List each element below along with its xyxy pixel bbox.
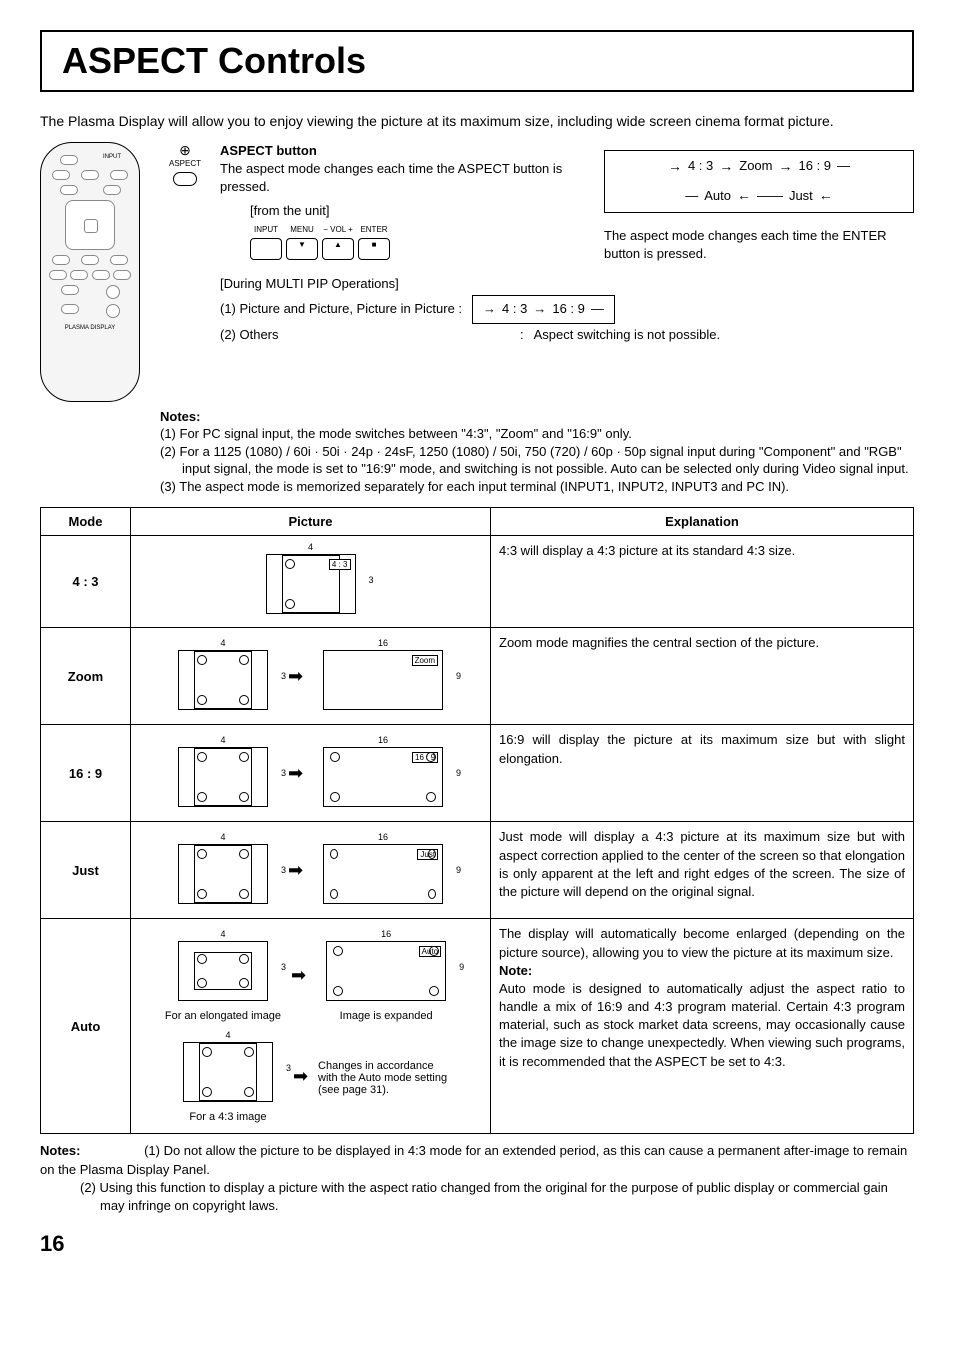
footer-notes: Notes: (1) Do not allow the picture to b…	[40, 1142, 914, 1215]
exp-just: Just mode will display a 4:3 picture at …	[491, 822, 914, 919]
th-picture: Picture	[131, 508, 491, 536]
page-number: 16	[40, 1231, 914, 1257]
cycle-column: →4 : 3 →Zoom →16 : 9 — — Auto← —— Just←	[604, 142, 914, 264]
mode-zoom: Zoom	[41, 628, 131, 725]
enter-note: The aspect mode changes each time the EN…	[604, 227, 914, 263]
multi-pip-l2r: Aspect switching is not possible.	[534, 326, 720, 344]
aspect-button-heading: ASPECT button	[220, 142, 584, 160]
from-unit-label: [from the unit]	[250, 202, 584, 220]
unit-buttons: INPUT MENU▼ − VOL +▲ ENTER■	[250, 224, 584, 259]
exp-43: 4:3 will display a 4:3 picture at its st…	[491, 536, 914, 628]
mode-169: 16 : 9	[41, 725, 131, 822]
notes-block: Notes: (1) For PC signal input, the mode…	[160, 408, 914, 496]
unit-btn-vol: ▲	[322, 238, 354, 260]
top-section: INPUT PLASMA DISPLAY ⊕ ASPECT ASPECT but…	[40, 142, 914, 402]
aspect-symbol: ⊕	[160, 142, 210, 159]
footer-notes-label: Notes:	[40, 1143, 80, 1158]
multi-pip-l1: (1) Picture and Picture, Picture in Pict…	[220, 300, 462, 318]
table-row: Just 4 3 ➡	[41, 822, 914, 919]
aspect-icon-col: ⊕ ASPECT	[160, 142, 210, 402]
arrow-icon: ➡	[291, 965, 306, 986]
multi-pip-block: [During MULTI PIP Operations] (1) Pictur…	[220, 275, 914, 344]
table-row: 16 : 9 4 3 ➡	[41, 725, 914, 822]
unit-btn-menu: ▼	[286, 238, 318, 260]
pic-43: 4 4 : 3 3	[131, 536, 491, 628]
page-title: ASPECT Controls	[62, 40, 892, 82]
pic-auto: 4 3 For an elongated image	[131, 919, 491, 1134]
aspect-label: ASPECT	[160, 159, 210, 168]
auto-note: Auto mode is designed to automatically a…	[499, 981, 905, 1069]
aspect-table: Mode Picture Explanation 4 : 3 4 4 : 3 3	[40, 507, 914, 1134]
exp-zoom: Zoom mode magnifies the central section …	[491, 628, 914, 725]
unit-btn-enter: ■	[358, 238, 390, 260]
remote-column: INPUT PLASMA DISPLAY	[40, 142, 150, 402]
footer-note-1: (1) Do not allow the picture to be displ…	[40, 1143, 907, 1176]
auto-cap3: Changes in accordance with the Auto mode…	[318, 1060, 448, 1096]
arrow-icon: ➡	[293, 1066, 308, 1087]
auto-cap4: For a 4:3 image	[173, 1111, 283, 1123]
small-cycle-box: →4 : 3 →16 : 9 —	[472, 295, 615, 323]
notes-label: Notes:	[160, 409, 200, 424]
remote-label: PLASMA DISPLAY	[47, 325, 133, 331]
pic-169: 4 3 ➡ 16 16 : 9	[131, 725, 491, 822]
th-mode: Mode	[41, 508, 131, 536]
exp-169: 16:9 will display the picture at its max…	[491, 725, 914, 822]
unit-btn-input	[250, 238, 282, 260]
th-explanation: Explanation	[491, 508, 914, 536]
arrow-icon: ➡	[288, 763, 303, 784]
note-3: (3) The aspect mode is memorized separat…	[160, 478, 914, 496]
auto-cap2: Image is expanded	[316, 1010, 456, 1022]
auto-cap1: For an elongated image	[165, 1010, 281, 1022]
mode-auto: Auto	[41, 919, 131, 1134]
table-row: Auto 4 3	[41, 919, 914, 1134]
aspect-button-desc: The aspect mode changes each time the AS…	[220, 160, 584, 196]
table-row: 4 : 3 4 4 : 3 3 4:3 will display a 4:3 p…	[41, 536, 914, 628]
description-column: ASPECT button The aspect mode changes ea…	[220, 142, 914, 402]
mode-43: 4 : 3	[41, 536, 131, 628]
arrow-icon: ➡	[288, 666, 303, 687]
remote-illustration: INPUT PLASMA DISPLAY	[40, 142, 140, 402]
exp-auto: The display will automatically become en…	[491, 919, 914, 1134]
table-row: Zoom 4 3 ➡	[41, 628, 914, 725]
note-1: (1) For PC signal input, the mode switch…	[160, 425, 914, 443]
aspect-cycle-diagram: →4 : 3 →Zoom →16 : 9 — — Auto← —— Just←	[604, 150, 914, 213]
pic-zoom: 4 3 ➡ 16 Zoom	[131, 628, 491, 725]
intro-text: The Plasma Display will allow you to enj…	[40, 112, 914, 132]
note-2: (2) For a 1125 (1080) / 60i · 50i · 24p …	[160, 443, 914, 478]
aspect-button-icon	[173, 172, 197, 186]
arrow-icon: ➡	[288, 860, 303, 881]
multi-pip-l2: (2) Others	[220, 326, 510, 344]
page-title-box: ASPECT Controls	[40, 30, 914, 92]
mode-just: Just	[41, 822, 131, 919]
auto-note-label: Note:	[499, 963, 532, 978]
pic-just: 4 3 ➡ 16 Just	[131, 822, 491, 919]
footer-note-2: (2) Using this function to display a pic…	[40, 1179, 914, 1215]
multi-pip-heading: [During MULTI PIP Operations]	[220, 275, 914, 293]
